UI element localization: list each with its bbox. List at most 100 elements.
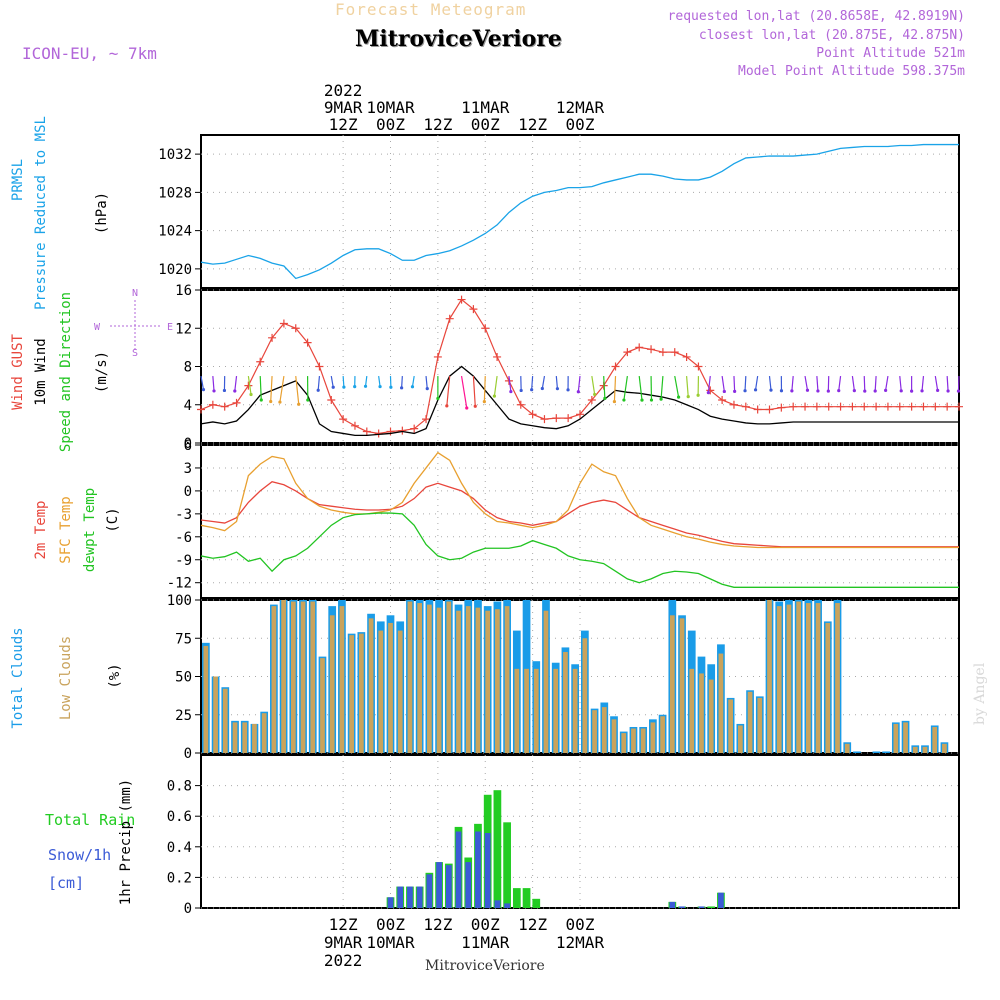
wind-arrow-head (555, 387, 560, 391)
y-tick-label: 1032 (158, 147, 192, 163)
low-cloud-bar (349, 635, 354, 753)
snow-bar (504, 903, 510, 908)
low-cloud-bar (320, 658, 325, 753)
low-cloud-bar (796, 601, 802, 753)
low-cloud-bar (679, 618, 685, 753)
gust-marker (682, 352, 691, 361)
low-cloud-bar (942, 743, 947, 753)
wind-arrow (259, 376, 262, 400)
rain-bar (522, 888, 531, 908)
low-cloud-bar (728, 699, 733, 753)
y-tick-label: 1028 (158, 185, 192, 201)
footer-location: MitroviceVeriore (425, 958, 545, 974)
top-date-label: 00Z (471, 115, 500, 134)
gust-marker (457, 295, 466, 304)
gust-marker (848, 402, 857, 411)
gust-marker (812, 402, 821, 411)
compass-west: W (94, 322, 101, 333)
y-tick-label: 4 (184, 398, 192, 414)
wind-arrow (493, 375, 498, 397)
wind-arrow-head (659, 397, 663, 401)
wind-arrow-head (779, 389, 784, 393)
low-cloud-bar (504, 606, 510, 753)
panel-frame-precip (200, 754, 960, 909)
low-cloud-bar (621, 733, 627, 753)
gust-marker (540, 415, 549, 424)
gust-marker (362, 427, 371, 436)
wind-arrow-head (743, 389, 747, 393)
y-tick-label: 0.6 (167, 809, 192, 825)
low-cloud-bar (932, 726, 938, 753)
wind-arrow-head (530, 388, 534, 392)
top-date-label: 00Z (376, 115, 405, 134)
rain-bar (493, 790, 502, 908)
low-cloud-bar (203, 645, 209, 753)
wind-arrow (660, 376, 664, 400)
gust-marker (564, 414, 573, 423)
wind-arrow-head (946, 389, 950, 393)
wind-arrow (804, 375, 809, 391)
y-tick-label: 1024 (158, 224, 192, 240)
snow-bar (436, 862, 442, 908)
temp-2m-line (200, 481, 959, 548)
low-cloud-bar (893, 723, 899, 753)
gust-marker (516, 400, 525, 409)
wind-arrow (768, 375, 772, 391)
wind-arrow-head (519, 388, 523, 393)
y-tick-label: 0 (184, 436, 192, 452)
wind-arrow (364, 375, 368, 387)
gust-marker (955, 402, 963, 411)
wind-arrow (378, 375, 381, 387)
gust-marker (445, 314, 454, 323)
wind-arrow (885, 375, 889, 391)
gust-marker (433, 352, 442, 361)
top-date-label: 12Z (329, 115, 358, 134)
y-axis-label: Snow/1h (48, 846, 111, 864)
wind-arrow (212, 376, 215, 391)
y-axis-label: (m/s) (94, 351, 110, 393)
low-cloud-bar (358, 633, 364, 753)
low-cloud-bar (660, 716, 665, 753)
wind-arrow (744, 376, 747, 391)
wind-arrow-head (676, 395, 681, 399)
wind-arrow-head (389, 385, 393, 389)
gust-marker (339, 415, 348, 424)
wind-arrow (874, 376, 877, 392)
location-title: MitroviceVeriore (355, 26, 562, 52)
top-date-label: 12Z (423, 115, 452, 134)
low-cloud-bar (611, 719, 617, 753)
wind-arrow-head (509, 389, 513, 394)
top-date-label: 11MAR (461, 98, 510, 117)
wind-arrow (791, 376, 794, 391)
low-cloud-bar (290, 601, 296, 753)
low-cloud-bar (232, 722, 238, 753)
gust-marker (256, 357, 265, 366)
wind-arrow-head (753, 388, 758, 392)
gust-marker (587, 395, 596, 404)
low-cloud-bar (669, 615, 675, 753)
low-cloud-bar (650, 722, 656, 753)
wind-arrow-head (566, 388, 570, 392)
low-cloud-bar (689, 668, 695, 753)
rain-bar (512, 888, 521, 908)
y-axis-label: Speed and Direction (58, 292, 74, 452)
gust-marker (268, 333, 277, 342)
low-cloud-bar (524, 668, 529, 753)
bottom-date-label: 2022 (324, 951, 363, 970)
wind-arrow (411, 375, 415, 387)
wind-arrow-head (816, 389, 820, 393)
wind-arrow (851, 375, 855, 391)
low-cloud-bar (767, 600, 772, 753)
gust-marker (753, 405, 762, 414)
y-axis-label: 10m Wind (33, 338, 49, 405)
panel-frame-pressure (200, 134, 960, 289)
wind-arrow-head (593, 392, 597, 397)
wind-arrow (957, 376, 960, 392)
low-cloud-bar (553, 668, 559, 753)
model-label: ICON-EU, ~ 7km (22, 44, 157, 63)
low-cloud-bar (601, 707, 607, 753)
wind-arrow-head (956, 389, 961, 393)
wind-arrow (623, 375, 628, 401)
wind-arrow-head (492, 394, 497, 398)
snow-bar (484, 833, 491, 908)
